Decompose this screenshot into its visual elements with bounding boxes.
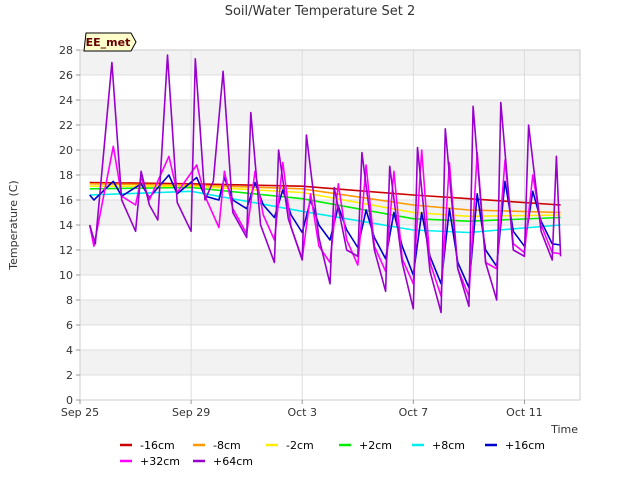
background-band [80, 100, 580, 125]
legend-item: +64cm [193, 455, 253, 468]
legend-item: +32cm [120, 455, 180, 468]
y-tick-label: 2 [66, 369, 73, 382]
x-tick-label: Oct 3 [287, 406, 317, 419]
legend-label: +8cm [432, 439, 465, 452]
legend-item: +2cm [339, 439, 392, 452]
legend-label: +2cm [359, 439, 392, 452]
y-tick-label: 16 [59, 194, 73, 207]
legend-item: -2cm [266, 439, 314, 452]
y-tick-label: 0 [66, 394, 73, 407]
legend: -16cm -8cm -2cm +2cm +8cm +16cm +32cm +64cm [120, 439, 545, 468]
y-tick-label: 12 [59, 244, 73, 257]
x-tick-label: Sep 29 [172, 406, 210, 419]
y-tick-label: 4 [66, 344, 73, 357]
legend-item: -16cm [120, 439, 175, 452]
x-tick-label: Oct 7 [399, 406, 429, 419]
y-tick-label: 20 [59, 144, 73, 157]
legend-label: -8cm [213, 439, 241, 452]
legend-item: -8cm [193, 439, 241, 452]
series-line-+8cm [89, 190, 561, 234]
y-tick-label: 24 [59, 94, 73, 107]
legend-label: +64cm [213, 455, 253, 468]
y-tick-label: 8 [66, 294, 73, 307]
site-badge-label: EE_met [86, 36, 131, 49]
series-line--16cm [89, 181, 561, 206]
background-band [80, 300, 580, 325]
site-badge: EE_met [83, 32, 137, 52]
legend-label: +16cm [505, 439, 545, 452]
series-layer [88, 54, 562, 314]
legend-label: -16cm [140, 439, 175, 452]
series-line--8cm [89, 183, 561, 214]
y-tick-label: 26 [59, 69, 73, 82]
site-badge-box [83, 32, 137, 52]
series-line-+16cm [89, 174, 561, 289]
legend-label: -2cm [286, 439, 314, 452]
background-band [80, 150, 580, 175]
background-band [80, 350, 580, 375]
legend-label: +32cm [140, 455, 180, 468]
y-tick-label: 14 [59, 219, 73, 232]
x-axis: Sep 25 Sep 29 Oct 3 Oct 7 Oct 11 [61, 400, 543, 419]
legend-item: +16cm [485, 439, 545, 452]
y-tick-label: 10 [59, 269, 73, 282]
y-tick-label: 28 [59, 44, 73, 57]
x-tick-label: Sep 25 [61, 406, 99, 419]
x-axis-label: Time [550, 423, 578, 436]
y-tick-label: 22 [59, 119, 73, 132]
y-axis-label: Temperature (C) [7, 180, 20, 270]
legend-item: +8cm [412, 439, 465, 452]
background-band [80, 50, 580, 75]
x-tick-label: Oct 11 [506, 406, 543, 419]
chart-title: Soil/Water Temperature Set 2 [225, 4, 416, 19]
y-tick-label: 18 [59, 169, 73, 182]
background-band [80, 75, 580, 100]
y-tick-label: 6 [66, 319, 73, 332]
background-band [80, 375, 580, 400]
background-band [80, 325, 580, 350]
series-line-+64cm [88, 54, 562, 314]
